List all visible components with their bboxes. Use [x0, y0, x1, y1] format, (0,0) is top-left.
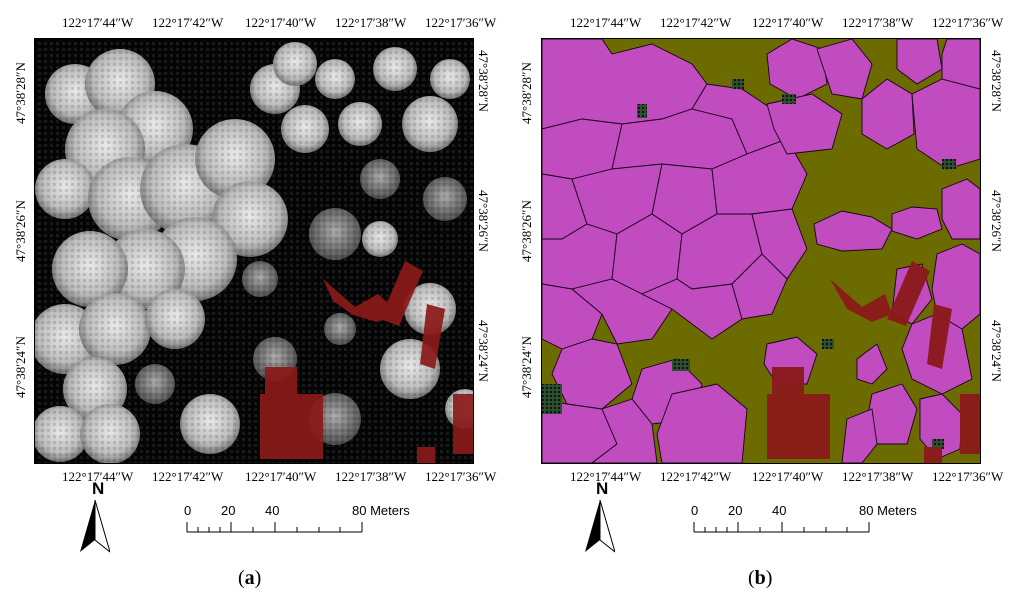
lat-tick-left: 47°38′24″N [519, 336, 534, 398]
canopy-gap-pixels [542, 79, 956, 449]
canopy-height-map [34, 38, 474, 464]
scale-tick-label: 0 [184, 503, 192, 518]
lon-tick-bottom: 122°17′42″W [152, 469, 224, 484]
lon-tick-bottom: 122°17′42″W [660, 469, 732, 484]
building-footprints [260, 261, 473, 463]
lon-tick-top: 122°17′38″W [842, 15, 914, 30]
lon-tick-bottom: 122°17′36″W [932, 469, 1004, 484]
lat-tick-right: 47°38′24″N [476, 320, 491, 382]
lon-tick-bottom: 122°17′44″W [62, 469, 134, 484]
canopy-height-raster [35, 39, 473, 463]
lon-tick-top: 122°17′38″W [335, 15, 407, 30]
lat-tick-left: 47°38′28″N [13, 62, 28, 124]
north-label: N [596, 479, 609, 498]
scale-tick-label: 80 Meters [859, 503, 917, 518]
scale-tick-label: 40 [772, 503, 787, 518]
building-footprints-b [767, 261, 980, 463]
crown-segmentation-map [541, 38, 981, 464]
lon-tick-top: 122°17′36″W [425, 15, 497, 30]
lon-tick-bottom: 122°17′38″W [335, 469, 407, 484]
lat-tick-left: 47°38′26″N [519, 200, 534, 262]
scale-bar [693, 522, 870, 533]
scale-tick-label: 20 [221, 503, 236, 518]
lat-tick-right: 47°38′28″N [989, 50, 1004, 112]
north-arrow-icon [80, 500, 110, 553]
lon-tick-top: 122°17′42″W [152, 15, 224, 30]
scale-tick-label: 80 Meters [352, 503, 410, 518]
lat-tick-left: 47°38′26″N [13, 200, 28, 262]
lat-tick-left: 47°38′24″N [13, 336, 28, 398]
lat-tick-left: 47°38′28″N [519, 62, 534, 124]
lon-tick-bottom: 122°17′36″W [425, 469, 497, 484]
scale-bar [186, 522, 363, 533]
scale-tick-label: 0 [691, 503, 699, 518]
tree-crown-segments [542, 39, 980, 463]
lon-tick-top: 122°17′36″W [932, 15, 1004, 30]
scale-tick-label: 20 [728, 503, 743, 518]
scale-tick-label: 40 [265, 503, 280, 518]
lon-tick-bottom: 122°17′40″W [752, 469, 824, 484]
lon-tick-top: 122°17′40″W [752, 15, 824, 30]
lon-tick-bottom: 122°17′44″W [570, 469, 642, 484]
lon-tick-top: 122°17′44″W [62, 15, 134, 30]
lon-tick-bottom: 122°17′38″W [842, 469, 914, 484]
lon-tick-top: 122°17′42″W [660, 15, 732, 30]
lat-tick-right: 47°38′26″N [476, 190, 491, 252]
lon-tick-top: 122°17′40″W [245, 15, 317, 30]
north-label: N [92, 479, 105, 498]
lat-tick-right: 47°38′28″N [476, 50, 491, 112]
panel-caption-a: (a) [238, 567, 262, 589]
lat-tick-right: 47°38′24″N [989, 320, 1004, 382]
lon-tick-top: 122°17′44″W [570, 15, 642, 30]
north-arrow-icon [585, 500, 615, 553]
lon-tick-bottom: 122°17′40″W [245, 469, 317, 484]
crown-segmentation-raster [542, 39, 980, 463]
lat-tick-right: 47°38′26″N [989, 190, 1004, 252]
panel-caption-b: (b) [748, 567, 773, 589]
